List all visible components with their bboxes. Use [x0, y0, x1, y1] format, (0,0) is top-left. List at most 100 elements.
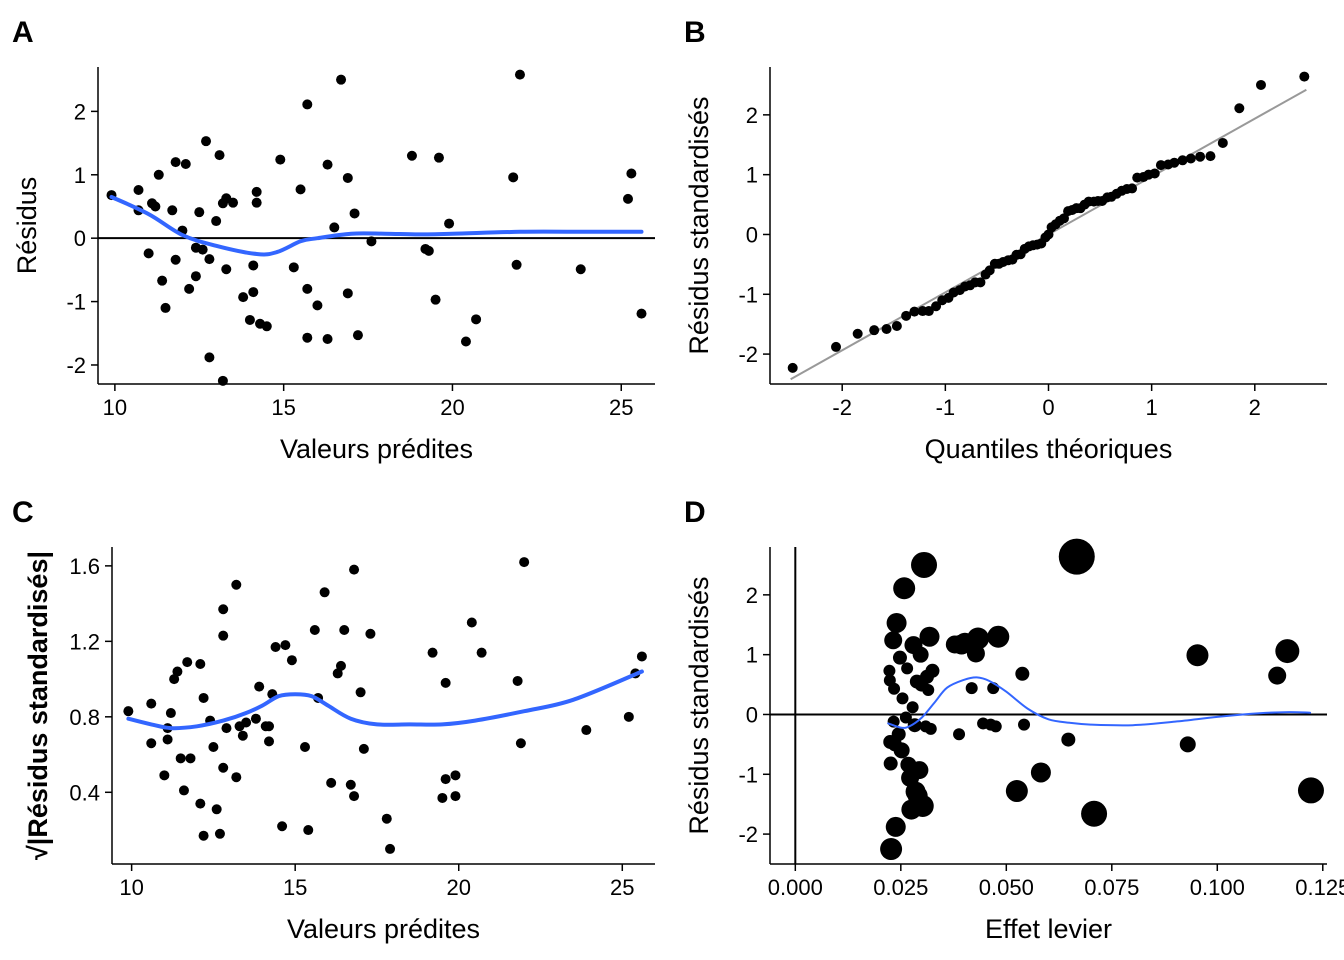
data-point — [237, 730, 248, 741]
data-point — [277, 821, 288, 832]
data-point — [869, 325, 880, 336]
x-axis-title: Valeurs prédites — [287, 914, 480, 944]
x-tick-label: 25 — [610, 875, 634, 900]
data-point — [1299, 71, 1310, 82]
data-point — [893, 577, 916, 600]
data-point — [157, 275, 168, 286]
data-point — [581, 725, 592, 736]
data-point — [217, 375, 228, 386]
data-point — [965, 682, 978, 695]
data-point — [182, 657, 193, 668]
data-point — [912, 646, 929, 663]
data-point — [1030, 762, 1051, 783]
panel-c: C 10 15 20 25 0.4 0.8 1.2 1.6 Valeurs prédites √|R… — [12, 496, 655, 944]
y-tick-label: 0 — [74, 226, 86, 251]
x-tick-label: 25 — [609, 395, 633, 420]
y-tick-label: -2 — [66, 353, 86, 378]
data-point — [241, 717, 252, 728]
data-point — [349, 564, 360, 575]
x-tick-label: 2 — [1249, 395, 1261, 420]
data-point — [1149, 168, 1160, 179]
x-tick-label: 0.100 — [1190, 875, 1245, 900]
data-point — [508, 172, 519, 183]
data-point — [1127, 183, 1138, 194]
x-tick-label: -2 — [832, 395, 852, 420]
data-point — [221, 264, 232, 275]
y-axis-title: Résidus standardisés — [684, 96, 714, 354]
y-axis-title: √|Résidus standardisés| — [23, 551, 53, 860]
x-tick-label: 0.025 — [873, 875, 928, 900]
smooth-curve — [887, 676, 1312, 729]
data-point — [194, 207, 205, 218]
data-point — [1179, 736, 1196, 753]
data-point — [366, 236, 377, 247]
panel-d: D 0.000 0.025 0.050 0.075 0.100 0.125 -2 -1 0 1 2 Ef… — [684, 496, 1344, 944]
data-point — [444, 218, 455, 229]
x-tick-label: 15 — [283, 875, 307, 900]
data-point — [312, 300, 323, 311]
data-point — [322, 333, 333, 344]
data-point — [385, 843, 396, 854]
data-point — [342, 172, 353, 183]
data-point — [626, 168, 637, 179]
data-point — [170, 254, 181, 265]
data-point — [906, 701, 919, 714]
data-point — [476, 647, 487, 658]
data-point — [303, 825, 314, 836]
y-tick-label: 1 — [746, 643, 758, 668]
y-tick-label: -1 — [738, 282, 758, 307]
data-point — [440, 677, 451, 688]
data-point — [251, 197, 262, 208]
data-point — [302, 99, 313, 110]
data-point — [288, 262, 299, 273]
panel-letter: A — [12, 16, 34, 49]
data-point — [1268, 666, 1287, 685]
data-point — [430, 294, 441, 305]
data-point — [231, 772, 242, 783]
data-point — [471, 314, 482, 325]
data-point — [511, 259, 522, 270]
data-point — [299, 742, 310, 753]
data-point — [575, 264, 586, 275]
data-point — [146, 698, 157, 709]
data-point — [169, 674, 180, 685]
data-point — [1275, 639, 1300, 664]
y-tick-label: 0 — [746, 222, 758, 247]
data-point — [160, 302, 171, 313]
data-point — [406, 150, 417, 161]
data-point — [450, 791, 461, 802]
data-point — [901, 662, 914, 675]
data-point — [204, 352, 215, 363]
data-point — [342, 288, 353, 299]
y-tick-label: 2 — [746, 103, 758, 128]
data-point — [1005, 780, 1028, 803]
data-point — [261, 321, 272, 332]
data-point — [1061, 732, 1076, 747]
y-tick-label: -2 — [738, 822, 758, 847]
data-point — [1177, 155, 1188, 166]
data-point — [437, 792, 448, 803]
data-point — [180, 159, 191, 170]
data-point — [1015, 666, 1030, 681]
data-point — [1081, 800, 1108, 827]
data-point — [1169, 157, 1180, 168]
data-point — [339, 625, 350, 636]
y-tick-label: 1.2 — [69, 629, 100, 654]
data-point — [885, 816, 906, 837]
data-point — [201, 136, 212, 147]
data-point — [466, 617, 477, 628]
data-point — [911, 551, 938, 578]
data-point — [423, 245, 434, 256]
data-point — [197, 244, 208, 255]
data-point — [911, 794, 934, 817]
data-point — [195, 798, 206, 809]
y-axis-title: Résidus — [12, 177, 42, 275]
data-point — [381, 813, 392, 824]
data-point — [214, 828, 225, 839]
data-point — [286, 655, 297, 666]
data-point — [514, 69, 525, 80]
data-point — [309, 625, 320, 636]
data-point — [172, 666, 183, 677]
data-point — [1205, 151, 1216, 162]
y-tick-label: -1 — [738, 762, 758, 787]
